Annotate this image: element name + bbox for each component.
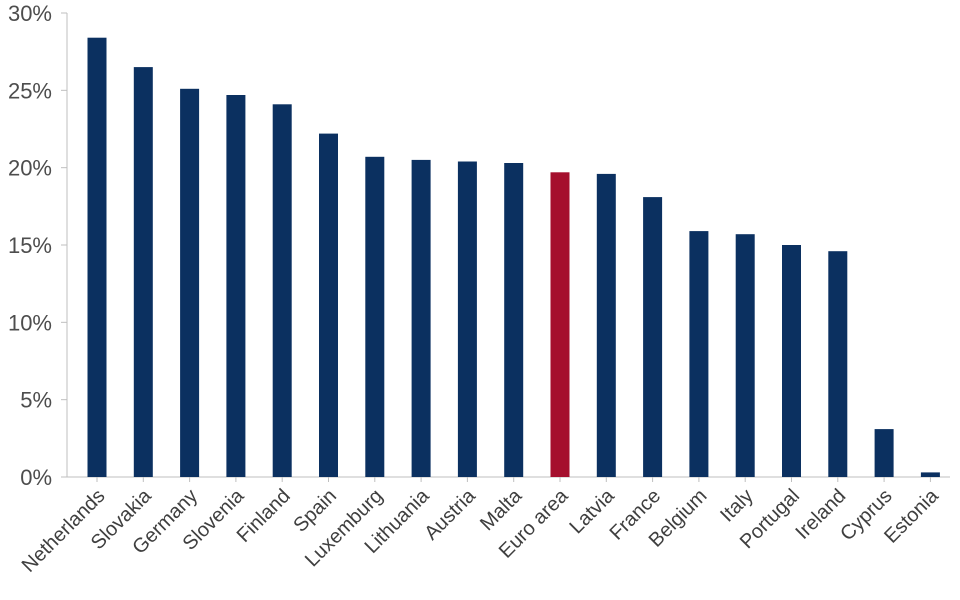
bar bbox=[735, 234, 755, 477]
x-category-label: Italy bbox=[716, 485, 757, 526]
bar bbox=[596, 173, 616, 477]
bar bbox=[365, 156, 385, 478]
y-tick-label: 10% bbox=[8, 310, 52, 335]
bar-highlight bbox=[550, 172, 570, 478]
bar bbox=[782, 245, 801, 477]
y-tick-label: 5% bbox=[20, 388, 52, 413]
bar bbox=[180, 88, 200, 478]
y-tick-label: 20% bbox=[8, 156, 52, 181]
x-category-label: Austria bbox=[420, 484, 480, 544]
y-tick-label: 25% bbox=[8, 78, 52, 103]
x-category-labels: NetherlandsSlovakiaGermanySloveniaFinlan… bbox=[18, 484, 944, 576]
y-tick-label: 0% bbox=[20, 465, 52, 490]
bar bbox=[411, 159, 431, 477]
y-tick-label: 30% bbox=[8, 1, 52, 26]
y-tick-label: 15% bbox=[8, 233, 52, 258]
bar bbox=[643, 197, 663, 477]
bar bbox=[689, 231, 709, 477]
bar bbox=[828, 251, 848, 477]
bar bbox=[226, 95, 246, 477]
bar bbox=[272, 104, 292, 478]
bar bbox=[133, 67, 153, 477]
axes bbox=[61, 12, 950, 482]
bar bbox=[920, 472, 940, 477]
bars bbox=[87, 37, 940, 478]
y-tick-labels: 0% 5% 10% 15% 20% 25% 30% bbox=[8, 1, 52, 490]
bar bbox=[504, 163, 524, 477]
bar bbox=[457, 161, 477, 477]
bar bbox=[87, 37, 107, 477]
bar bbox=[874, 429, 894, 477]
bar bbox=[319, 133, 338, 477]
